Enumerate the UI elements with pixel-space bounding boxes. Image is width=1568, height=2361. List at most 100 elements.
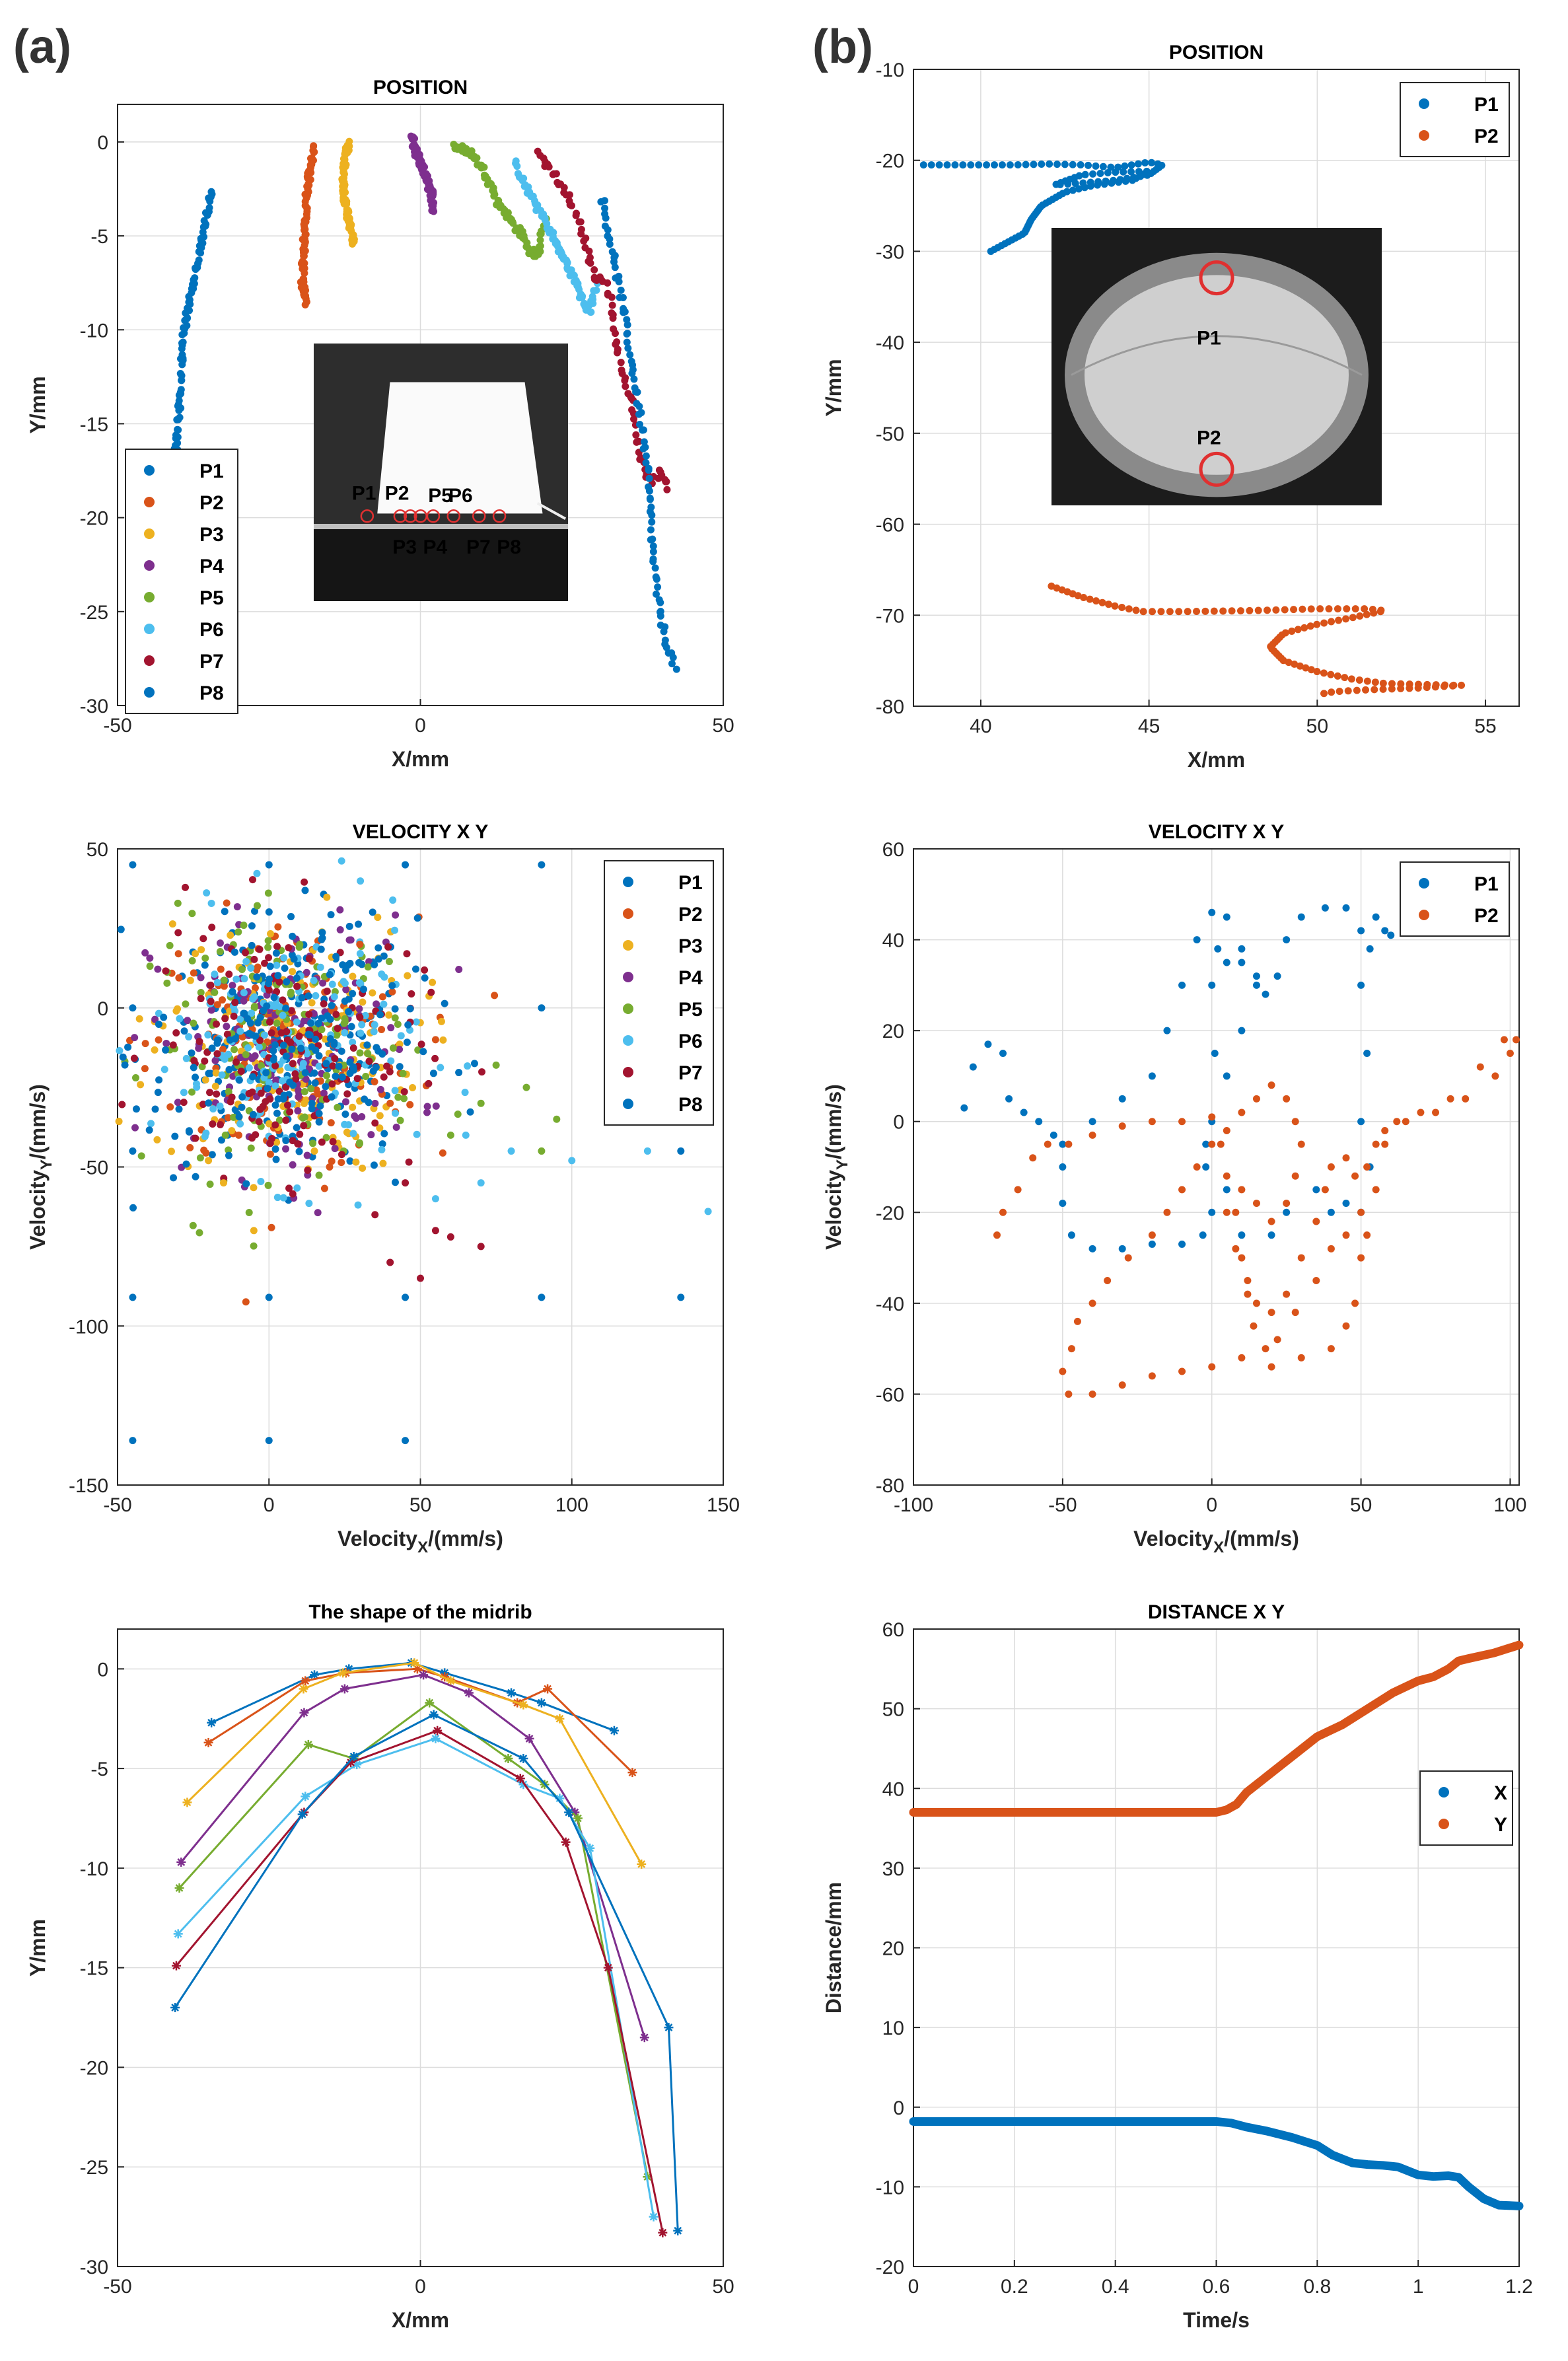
data-point-P1 xyxy=(1148,159,1156,166)
data-point-P8 xyxy=(623,330,631,338)
data-point-P8 xyxy=(654,583,662,591)
data-point-P2 xyxy=(1316,605,1324,613)
data-point-P7 xyxy=(182,883,190,891)
data-point-P6 xyxy=(387,1057,395,1065)
data-point-P1 xyxy=(374,944,382,952)
series-line-row-4 xyxy=(178,1701,649,2177)
data-point-P7 xyxy=(273,988,281,996)
data-point-P7 xyxy=(343,1090,351,1098)
y-axis-label: VelocityY/(mm/s) xyxy=(822,1084,851,1250)
data-point-P6 xyxy=(345,1121,353,1129)
data-point-P1 xyxy=(1208,908,1216,916)
data-point-P8 xyxy=(298,994,306,1001)
legend-label-P6: P6 xyxy=(199,619,224,641)
y-axis-label: Distance/mm xyxy=(822,1882,845,2014)
data-point-P2 xyxy=(1217,1140,1225,1148)
data-point-P8 xyxy=(330,1040,338,1048)
data-point-P1 xyxy=(919,161,927,169)
data-point-P7 xyxy=(403,950,411,958)
chart-vel_b: -100 -50 0 50 100 60 40 20 0 -20 -40 -60 -80 VELOCITY… xyxy=(822,821,1526,1556)
data-point-P1 xyxy=(175,1105,183,1113)
data-point-P8 xyxy=(280,1091,288,1099)
data-point-P1 xyxy=(1214,945,1222,953)
data-point-P7 xyxy=(431,1054,439,1062)
data-point-P8 xyxy=(538,1293,546,1301)
data-point-P1 xyxy=(173,416,181,423)
data-point-P8 xyxy=(151,1105,159,1113)
data-point-P1 xyxy=(1163,1027,1171,1035)
data-point-P8 xyxy=(376,1011,384,1019)
data-point-P2 xyxy=(1342,615,1350,623)
data-point-P2 xyxy=(1088,1299,1096,1307)
data-point-P1 xyxy=(1238,945,1246,953)
data-point-P7 xyxy=(304,1166,312,1174)
data-point-P2 xyxy=(1124,1254,1132,1262)
data-point-P2 xyxy=(1506,1050,1514,1058)
data-point-P7 xyxy=(255,1118,263,1126)
data-point-P8 xyxy=(117,926,125,933)
data-point-P6 xyxy=(357,877,365,885)
data-point-P3 xyxy=(385,1011,393,1019)
data-point-P5 xyxy=(131,1074,139,1082)
data-point-P2 xyxy=(1223,1126,1230,1134)
data-point-P6 xyxy=(255,1043,263,1051)
data-point-P1 xyxy=(1357,981,1365,989)
data-point-P2 xyxy=(1148,1372,1156,1380)
data-point-P8 xyxy=(646,495,654,503)
data-point-P7 xyxy=(265,954,273,962)
data-point-P6 xyxy=(280,954,288,962)
legend-marker-P8 xyxy=(144,687,155,698)
data-point-P8 xyxy=(601,204,609,212)
data-point-P4 xyxy=(174,1099,182,1107)
data-point-P7 xyxy=(477,1243,485,1251)
data-point-P3 xyxy=(219,1179,227,1187)
data-point-row-7 xyxy=(170,2002,180,2012)
legend-marker-P2 xyxy=(1419,910,1429,920)
legend-marker-P4 xyxy=(144,560,155,571)
data-point-P1 xyxy=(1059,1140,1067,1148)
data-point-P8 xyxy=(413,914,421,922)
data-point-P4 xyxy=(216,939,224,947)
data-point-P7 xyxy=(408,990,415,998)
data-point-P1 xyxy=(1081,170,1089,178)
series-line-row-3 xyxy=(180,1673,646,2038)
data-point-P4 xyxy=(336,926,344,933)
data-point-P4 xyxy=(387,1024,395,1032)
data-point-P1 xyxy=(178,361,186,369)
y-tick-label: -20 xyxy=(80,2057,108,2079)
data-point-P8 xyxy=(645,474,653,482)
data-point-P1 xyxy=(1267,1231,1275,1239)
data-point-row-7 xyxy=(673,2226,683,2235)
data-point-P2 xyxy=(1491,1072,1499,1080)
data-point-P7 xyxy=(580,237,588,245)
data-point-P6 xyxy=(316,963,324,971)
data-point-P8 xyxy=(669,653,677,661)
data-point-P8 xyxy=(121,1061,129,1069)
data-point-P8 xyxy=(248,1031,256,1039)
data-point-P3 xyxy=(323,893,331,901)
data-point-P5 xyxy=(480,163,488,171)
data-point-P2 xyxy=(1285,659,1293,667)
data-point-P6 xyxy=(507,1147,515,1155)
data-point-P7 xyxy=(305,955,313,963)
data-point-P3 xyxy=(151,1046,159,1054)
data-point-P6 xyxy=(513,163,521,170)
data-point-P5 xyxy=(364,1050,372,1058)
data-point-P4 xyxy=(141,949,149,957)
data-point-P1 xyxy=(1020,1108,1028,1116)
y-tick-label: 10 xyxy=(882,2017,904,2039)
legend-label-P1: P1 xyxy=(199,460,224,482)
data-point-P8 xyxy=(421,974,429,982)
data-point-P8 xyxy=(647,526,655,534)
data-point-P1 xyxy=(441,999,448,1007)
data-point-P1 xyxy=(1104,169,1112,177)
data-point-P1 xyxy=(1088,1118,1096,1126)
data-point-P2 xyxy=(1281,606,1289,614)
x-tick-label: 55 xyxy=(1474,715,1496,737)
data-point-P5 xyxy=(163,979,171,987)
x-axis-label: VelocityX/(mm/s) xyxy=(338,1527,503,1556)
data-point-P2 xyxy=(326,1163,334,1171)
data-point-P6 xyxy=(477,1179,485,1187)
data-point-P2 xyxy=(301,301,309,309)
data-point-P8 xyxy=(391,1005,399,1013)
